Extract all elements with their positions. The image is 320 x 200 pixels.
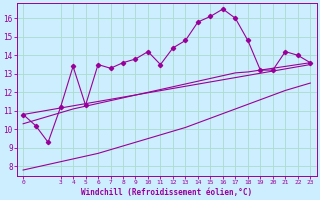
X-axis label: Windchill (Refroidissement éolien,°C): Windchill (Refroidissement éolien,°C) [81, 188, 252, 197]
